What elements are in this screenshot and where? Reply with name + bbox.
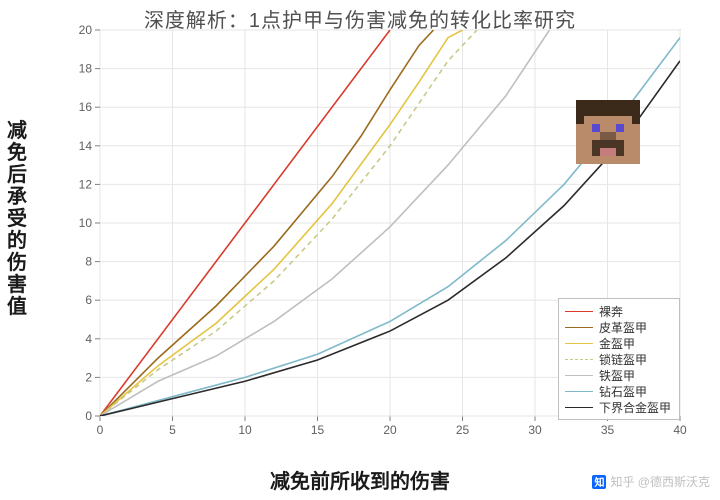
legend-swatch: [565, 343, 593, 344]
legend-item-铁盔甲: 铁盔甲: [565, 367, 671, 383]
legend-label: 金盔甲: [599, 335, 635, 352]
svg-text:8: 8: [85, 255, 92, 269]
zhihu-icon: 知: [592, 475, 606, 489]
svg-text:15: 15: [311, 423, 325, 437]
legend-label: 皮革盔甲: [599, 319, 647, 336]
legend-swatch: [565, 359, 593, 360]
avatar-steve: [576, 100, 640, 164]
svg-text:0: 0: [85, 409, 92, 423]
svg-text:10: 10: [238, 423, 252, 437]
svg-text:16: 16: [79, 100, 93, 114]
legend-swatch: [565, 407, 593, 408]
y-axis-label: 减免后承受的伤害值: [6, 120, 28, 318]
legend-label: 锁链盔甲: [599, 351, 647, 368]
legend-item-金盔甲: 金盔甲: [565, 335, 671, 351]
legend-label: 下界合金盔甲: [599, 399, 671, 416]
svg-text:25: 25: [456, 423, 470, 437]
legend-item-裸奔: 裸奔: [565, 303, 671, 319]
legend-label: 铁盔甲: [599, 367, 635, 384]
legend-label: 钻石盔甲: [599, 383, 647, 400]
page-root: 深度解析：1点护甲与伤害减免的转化比率研究 减免后承受的伤害值 减免前所收到的伤…: [0, 0, 720, 500]
legend: 裸奔皮革盔甲金盔甲锁链盔甲铁盔甲钻石盔甲下界合金盔甲: [558, 298, 680, 420]
legend-item-皮革盔甲: 皮革盔甲: [565, 319, 671, 335]
svg-text:4: 4: [85, 332, 92, 346]
svg-text:35: 35: [601, 423, 615, 437]
legend-swatch: [565, 327, 593, 328]
svg-text:2: 2: [85, 370, 92, 384]
watermark-text: 知乎 @德西斯沃克: [610, 473, 710, 490]
svg-text:5: 5: [169, 423, 176, 437]
svg-text:40: 40: [673, 423, 687, 437]
legend-item-钻石盔甲: 钻石盔甲: [565, 383, 671, 399]
svg-text:18: 18: [79, 62, 93, 76]
svg-text:14: 14: [79, 139, 93, 153]
svg-text:6: 6: [85, 293, 92, 307]
legend-swatch: [565, 375, 593, 376]
legend-swatch: [565, 311, 593, 312]
svg-text:20: 20: [79, 23, 93, 37]
svg-text:20: 20: [383, 423, 397, 437]
legend-item-下界合金盔甲: 下界合金盔甲: [565, 399, 671, 415]
svg-text:30: 30: [528, 423, 542, 437]
watermark: 知 知乎 @德西斯沃克: [592, 473, 710, 490]
legend-label: 裸奔: [599, 303, 623, 320]
svg-text:10: 10: [79, 216, 93, 230]
svg-text:0: 0: [97, 423, 104, 437]
legend-swatch: [565, 391, 593, 392]
legend-item-锁链盔甲: 锁链盔甲: [565, 351, 671, 367]
svg-text:12: 12: [79, 177, 93, 191]
